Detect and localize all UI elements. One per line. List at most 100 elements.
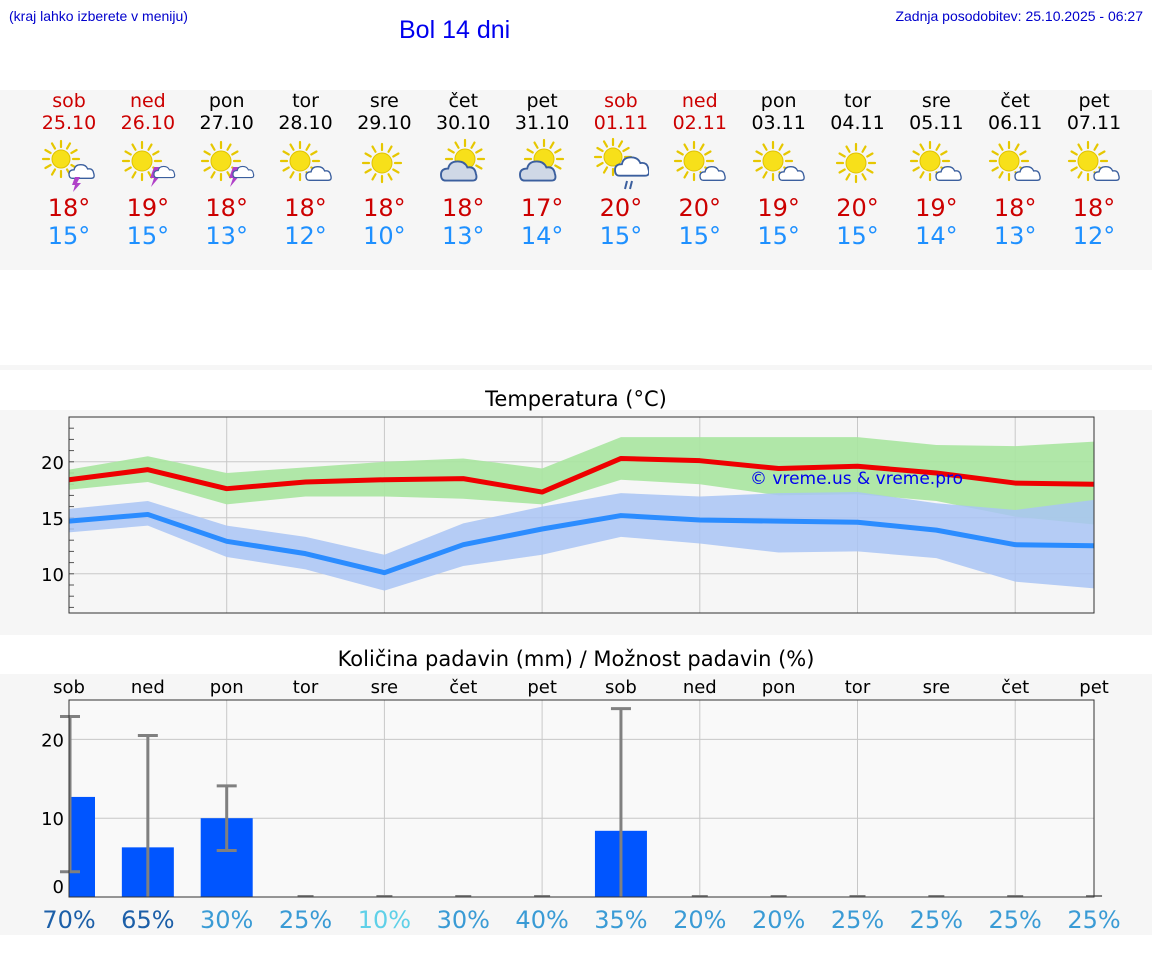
max-temp: 20° [836,194,879,222]
day-label: sre [371,677,398,698]
min-temp: 15° [678,222,722,250]
day-name: ned [129,90,166,112]
sun-cloud-rain-icon [593,137,649,190]
day-column: pet 31.10 17° 14° [503,90,581,250]
day-label: sre [923,677,950,698]
day-name: čet [448,90,479,112]
day-column: čet 30.10 18° 13° [424,90,502,250]
sun-small-cloud-icon [673,140,726,182]
max-temp: 18° [47,194,91,222]
day-column: ned 26.10 19° 15° [109,90,187,250]
sun-icon [835,142,876,184]
precip-probability: 25% [989,906,1042,934]
day-label: tor [845,677,871,698]
min-temp: 15° [47,222,91,250]
divider [0,365,1152,370]
day-date: 02.11 [672,112,727,134]
partly-cloudy-icon [440,138,486,182]
sun-thunder-icon [121,140,176,187]
sun-small-cloud-icon [279,140,332,182]
day-column: sob 25.10 18° 15° [30,90,108,250]
location-hint: (kraj lahko izberete v meniju) [9,8,188,24]
day-name: sob [52,90,86,112]
max-temp: 18° [993,194,1037,222]
max-temp: 20° [678,194,722,222]
y-tick-label: 0 [53,877,64,898]
day-column: čet 06.11 18° 13° [976,90,1054,250]
min-temp: 14° [915,222,958,250]
precip-probability: 20% [673,906,726,934]
day-date: 29.10 [357,112,412,134]
day-date: 07.11 [1066,112,1122,134]
sun-small-cloud-icon [1067,140,1120,182]
day-column: sre 29.10 18° 10° [345,90,423,250]
day-date: 25.10 [41,112,97,134]
sun-small-cloud-icon [989,140,1041,182]
day-name: pon [760,90,797,112]
day-label: pet [527,677,557,698]
max-temp: 18° [441,194,485,222]
day-label: sob [605,677,637,698]
min-temp: 12° [1072,222,1116,250]
temperature-chart: 10 15 20 © vreme.us & vreme.pro [41,416,1095,614]
plot-frame [68,699,1095,898]
min-temp: 12° [284,222,327,250]
max-temp: 18° [284,194,327,222]
max-temp: 17° [520,194,564,222]
day-name: pet [1078,90,1110,112]
precip-probability: 10% [358,906,411,934]
precip-probability: 25% [831,906,884,934]
day-date: 26.10 [120,112,176,134]
day-column: sre 05.11 19° 14° [897,90,975,250]
precip-probability: 40% [515,906,568,934]
precip-probability: 30% [200,906,253,934]
precip-probability: 30% [437,906,490,934]
day-name: pon [208,90,245,112]
max-temp: 19° [126,194,170,222]
day-label: pet [1079,677,1109,698]
min-temp: 14° [520,222,564,250]
precip-bar [69,796,95,897]
day-date: 01.11 [593,112,649,134]
sun-small-cloud-icon [910,140,963,182]
day-name: sob [604,90,638,112]
precip-probability: 35% [594,906,647,934]
y-tick-label: 10 [41,809,64,830]
day-column: ned 02.11 20° 15° [661,90,739,250]
day-date: 05.11 [909,112,964,134]
day-date: 27.10 [199,112,254,134]
day-column: sob 01.11 20° 15° [582,90,660,250]
y-tick-label: 20 [41,730,64,751]
day-name: tor [844,90,871,112]
max-temp-band [69,437,1095,525]
y-tick-label: 20 [41,453,64,474]
min-temp: 13° [205,222,248,250]
sun-small-cloud-icon [752,140,805,182]
min-temp-band [69,492,1095,591]
day-name: tor [292,90,319,112]
precipitation-chart: 0 10 20 sob ned pon tor sre čet pet sob ned pon tor sr… [41,677,1121,934]
day-name: sre [369,90,399,112]
day-label: pon [210,677,244,698]
max-temp: 18° [363,194,406,222]
precip-probability: 25% [279,906,332,934]
partly-cloudy-icon [519,138,565,182]
day-date: 03.11 [751,112,806,134]
day-label: pon [762,677,796,698]
watermark: © vreme.us & vreme.pro [750,469,963,489]
min-temp-line [68,511,1095,576]
day-date: 30.10 [436,112,491,134]
day-column: tor 04.11 20° 15° [819,90,897,250]
y-tick-label: 15 [41,509,64,530]
day-name: sre [921,90,951,112]
precip-probability: 25% [910,906,963,934]
min-temp: 15° [599,222,643,250]
sun-thunder-icon [200,140,254,187]
day-label: čet [1001,677,1029,698]
plot-frame [68,416,1095,614]
day-column: tor 28.10 18° 12° [267,90,345,250]
page-title: Bol 14 dni [399,16,511,44]
day-name: ned [681,90,718,112]
day-date: 28.10 [278,112,333,134]
min-temp: 15° [836,222,879,250]
